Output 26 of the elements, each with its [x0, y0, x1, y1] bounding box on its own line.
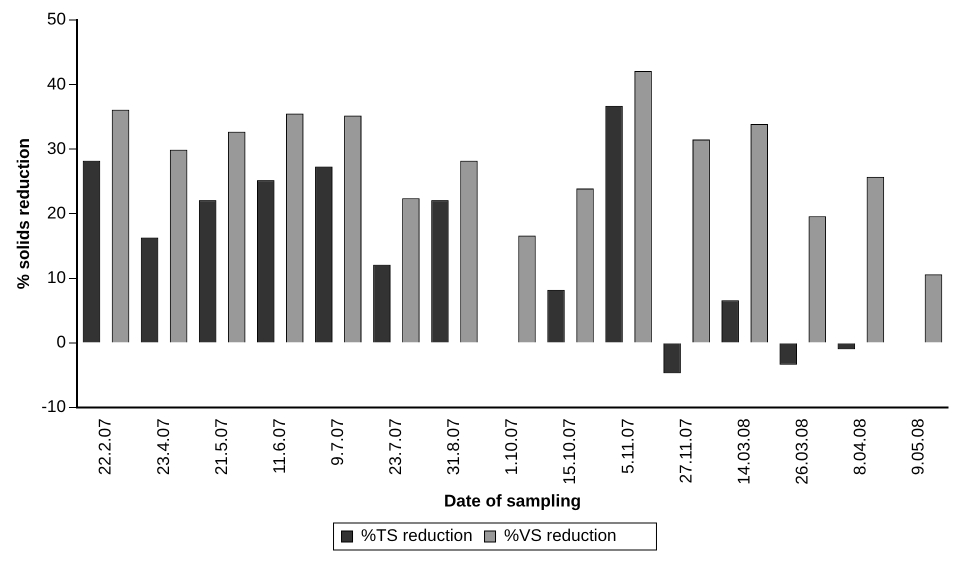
x-tick-label: 5.11.07 — [618, 418, 638, 474]
x-tick-label: 11.6.07 — [270, 418, 289, 474]
x-tick-label: 14.03.08 — [734, 418, 754, 485]
x-tick-label: 8.04.08 — [850, 418, 870, 476]
x-tick-label: 21.5.07 — [212, 418, 231, 476]
x-axis-title: Date of sampling — [444, 491, 581, 510]
legend-label: %TS reduction — [361, 526, 473, 546]
x-tick-label: 26.03.08 — [792, 418, 812, 485]
x-tick-label: 27.11.07 — [676, 418, 696, 484]
y-tick-label: 20 — [47, 203, 66, 222]
y-tick-label: 30 — [47, 138, 66, 158]
y-axis-title: % solids reduction — [14, 138, 33, 290]
legend-label: %VS reduction — [504, 526, 616, 546]
y-tick-label: 0 — [56, 332, 66, 352]
y-tick-label: 10 — [47, 268, 66, 287]
y-tick-label: 40 — [47, 74, 66, 94]
x-tick-label: 9.7.07 — [328, 418, 347, 466]
x-tick-label: 15.10.07 — [560, 418, 580, 485]
y-tick-label: -10 — [41, 397, 66, 416]
x-tick-label: 23.4.07 — [154, 418, 173, 476]
x-tick-label: 31.8.07 — [444, 418, 464, 476]
x-tick-label: 1.10.07 — [502, 418, 522, 476]
y-tick-label: 50 — [47, 10, 66, 29]
x-tick-label: 9.05.08 — [908, 418, 928, 476]
x-tick-label: 23.7.07 — [386, 418, 406, 476]
x-tick-label: 22.2.07 — [96, 418, 115, 476]
